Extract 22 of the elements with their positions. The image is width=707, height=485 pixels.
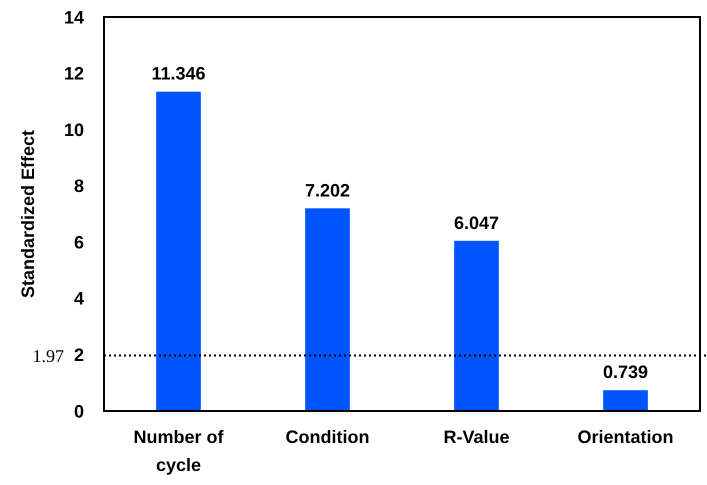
bar (156, 92, 201, 411)
data-label: 11.346 (151, 64, 206, 84)
x-tick-label: R-Value (443, 427, 510, 447)
y-tick-label: 0 (74, 401, 84, 422)
data-label: 7.202 (304, 180, 350, 200)
x-tick-label: Orientation (577, 427, 674, 447)
y-tick-label: 14 (64, 7, 84, 28)
bar (305, 208, 350, 411)
bar (454, 240, 499, 411)
y-tick-label: 8 (74, 176, 84, 196)
x-tick-label: Number of cycle (134, 427, 225, 475)
y-tick-label: 6 (74, 232, 84, 252)
y-tick-label: 12 (64, 64, 84, 84)
data-label: 6.047 (454, 212, 500, 233)
y-axis-title: Standardized Effect (18, 130, 38, 298)
data-label: 0.739 (602, 362, 648, 382)
y-tick-label: 2 (74, 345, 84, 366)
x-tick-label: Condition (286, 427, 370, 447)
y-tick-label: 10 (64, 120, 84, 140)
y-tick-label: 4 (74, 288, 84, 309)
ref-line-label: 1.97 (32, 346, 64, 366)
bar (603, 390, 648, 411)
